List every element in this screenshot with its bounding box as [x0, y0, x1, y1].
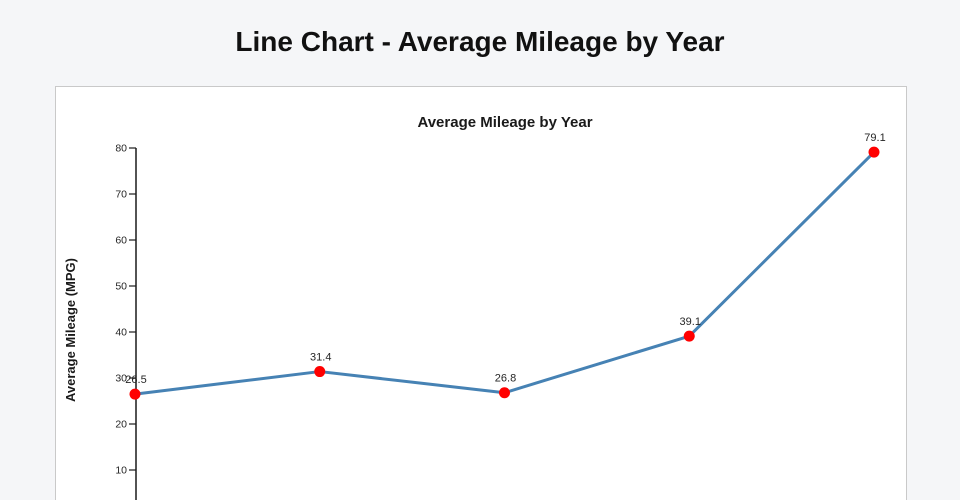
data-point-label: 79.1 [864, 132, 885, 144]
chart-card: Average Mileage by Year Average Mileage … [55, 86, 907, 500]
line-series: 26.5 31.4 26.8 39.1 79.1 [125, 132, 886, 400]
page-title: Line Chart - Average Mileage by Year [235, 26, 725, 57]
data-point [499, 387, 510, 399]
y-tick-label: 20 [115, 419, 127, 431]
data-point [683, 330, 695, 342]
line-chart: Average Mileage by Year Average Mileage … [63, 114, 886, 500]
y-tick-label: 50 [115, 281, 127, 293]
series-line [133, 150, 876, 396]
y-tick-label: 10 [115, 465, 127, 477]
data-point [314, 366, 326, 378]
y-tick-label: 70 [115, 189, 127, 201]
data-point-label: 39.1 [680, 316, 701, 328]
y-tick-label: 40 [115, 327, 127, 339]
y-axis-label: Average Mileage (MPG) [63, 258, 78, 402]
y-tick-label: 80 [115, 143, 127, 155]
y-tick-label: 60 [115, 235, 127, 247]
y-tick-label: 30 [115, 373, 127, 385]
data-point [868, 146, 880, 158]
data-point-label: 26.5 [125, 374, 146, 386]
chart-title: Average Mileage by Year [417, 114, 592, 131]
data-point-label: 26.8 [495, 373, 516, 385]
data-point [129, 388, 141, 400]
data-point-label: 31.4 [310, 352, 331, 364]
y-axis: 10 20 30 40 50 60 70 80 [115, 143, 137, 500]
